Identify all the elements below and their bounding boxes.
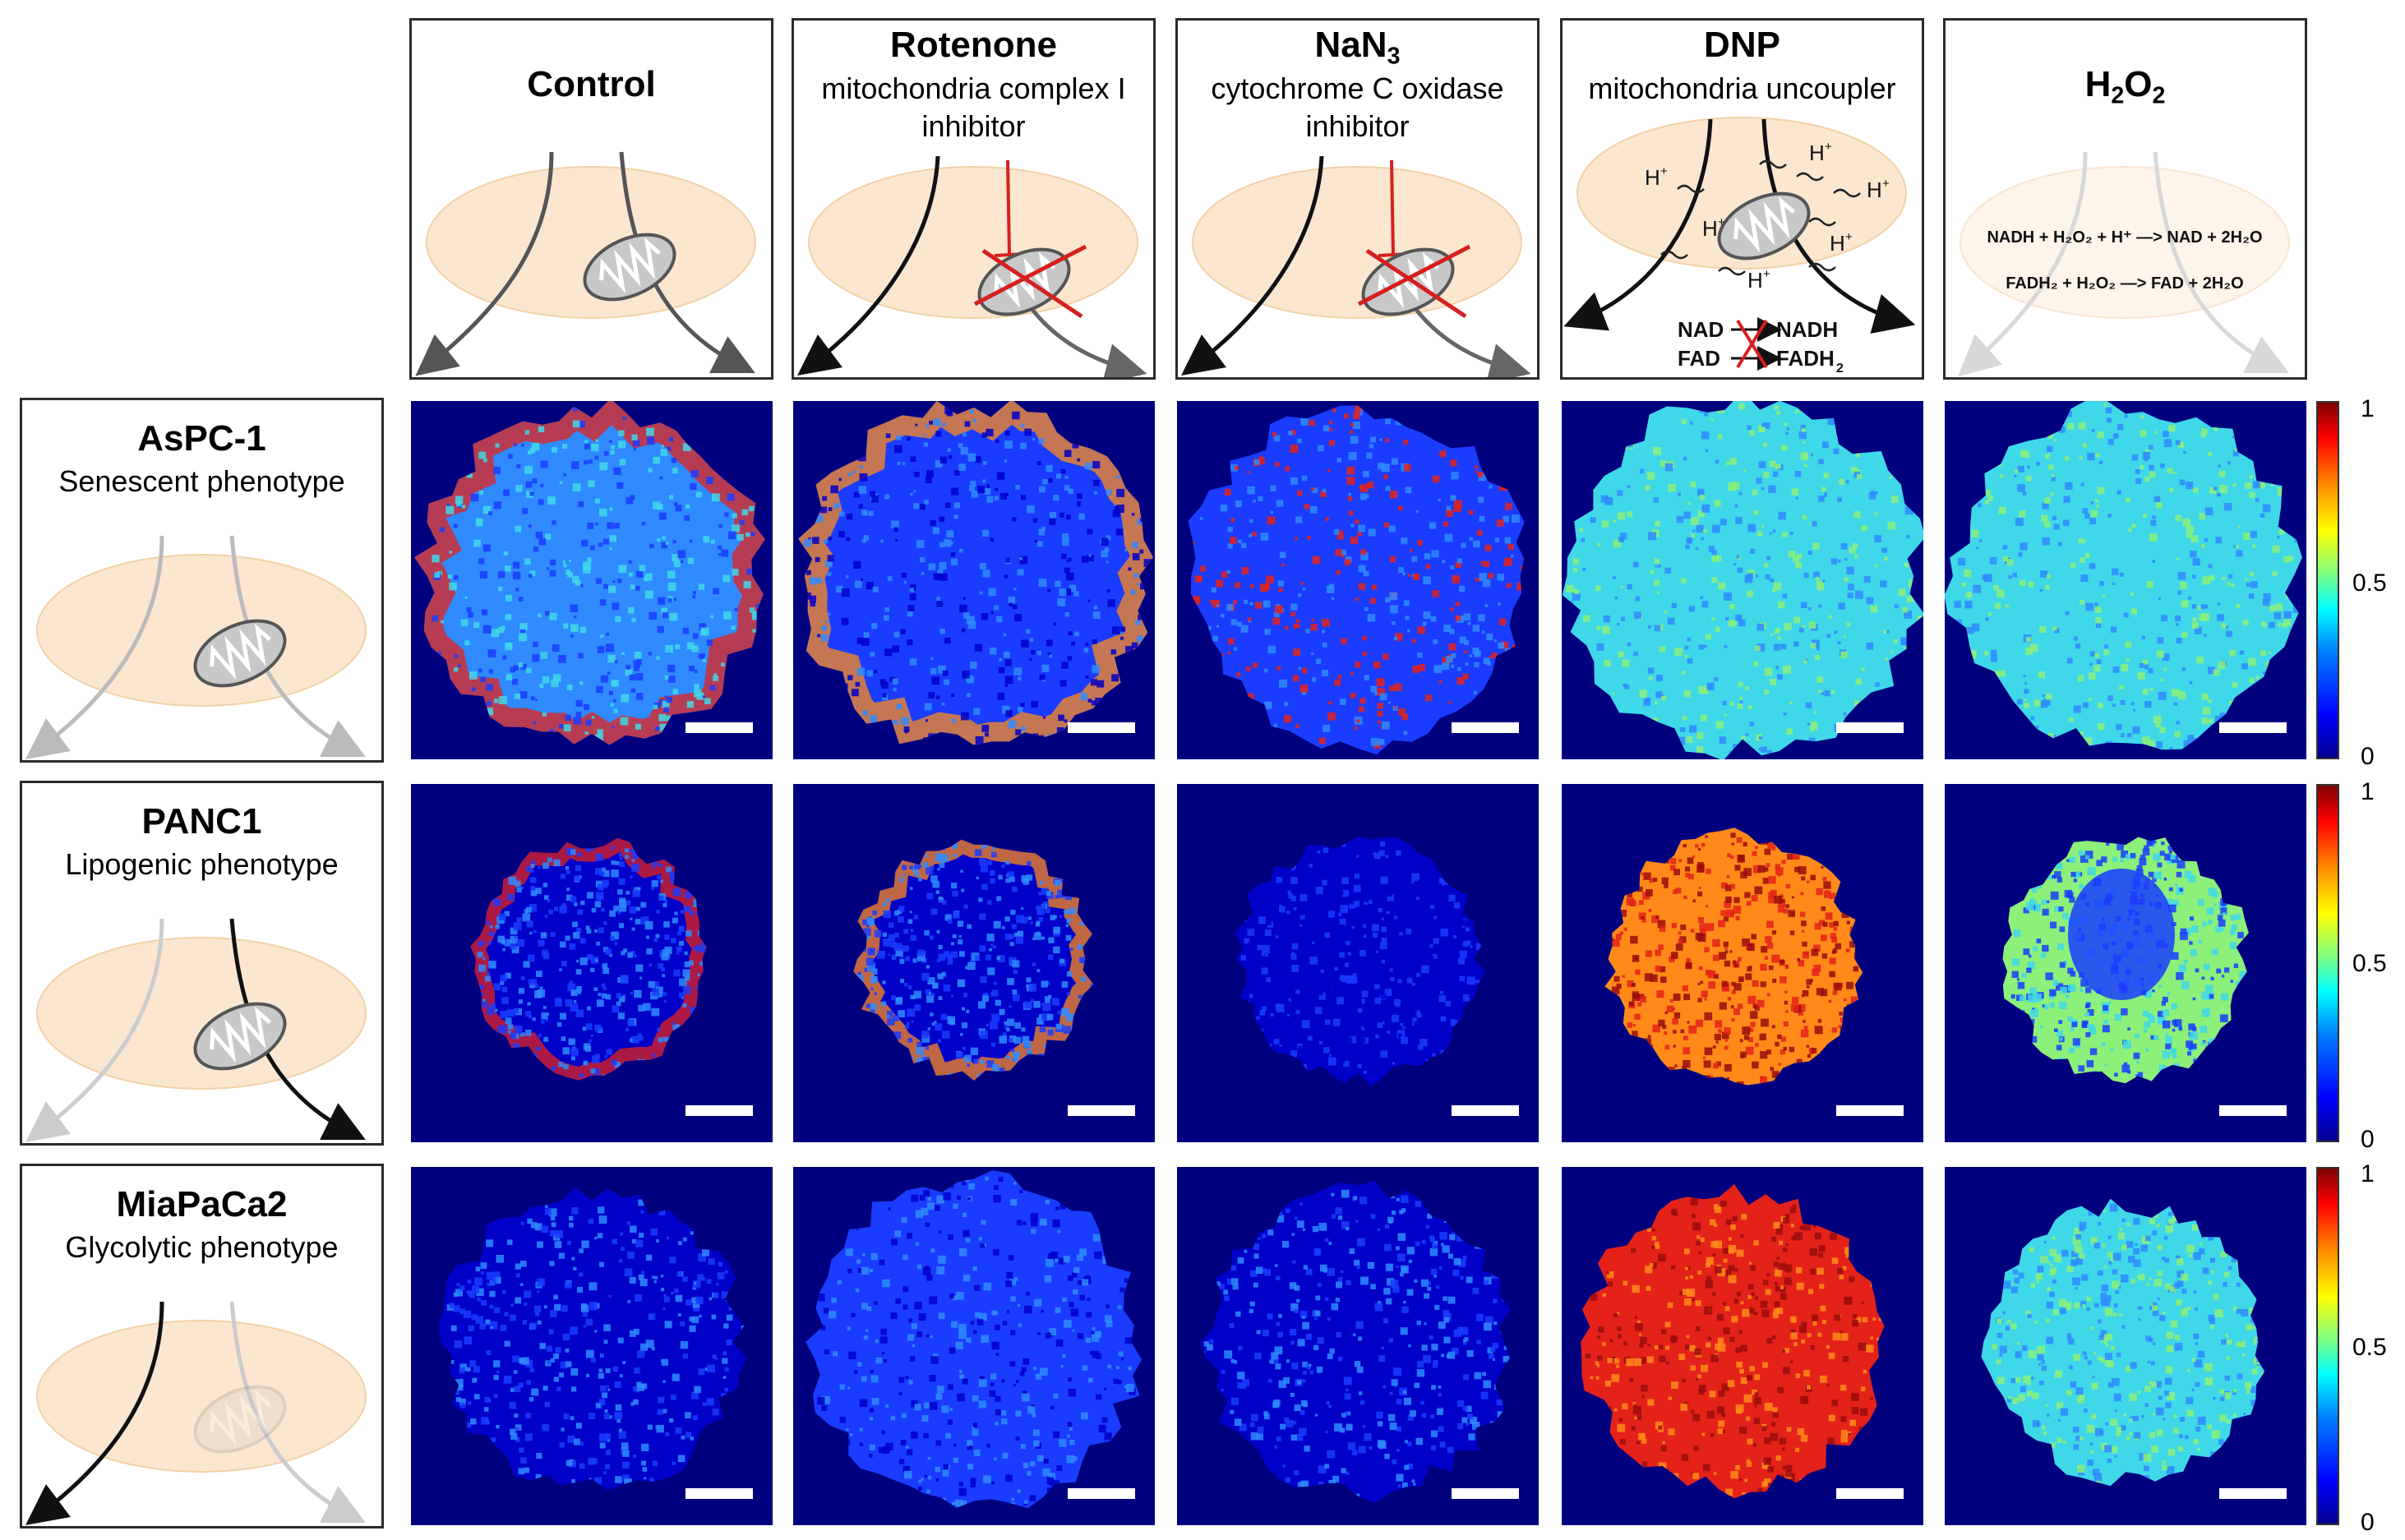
- header-nan3: NaN3 cytochrome C oxidase inhibitor: [1175, 18, 1539, 380]
- header-nan3-title: NaN3: [1314, 25, 1401, 70]
- scale-bar: [2219, 1105, 2287, 1116]
- h2o2-equation-1: NADH + H₂O₂ + H⁺ —> NAD + 2H₂O: [1987, 228, 2262, 247]
- heatmap-miapaca2-rotenone: [793, 1167, 1155, 1525]
- scale-bar: [1068, 1488, 1135, 1499]
- colorbar-panc1-max: 1: [2361, 778, 2375, 805]
- scale-bar: [685, 722, 753, 733]
- control-cell-diagram: [415, 151, 756, 376]
- nadh-label: NADH: [1776, 317, 1838, 342]
- scale-bar: [1068, 722, 1135, 733]
- scale-bar: [1452, 1488, 1519, 1499]
- row-label-aspc1: AsPC-1 Senescent phenotype: [20, 398, 384, 763]
- header-rotenone-title: Rotenone: [890, 25, 1057, 65]
- colorbar-panc1-min: 0: [2361, 1126, 2375, 1153]
- scale-bar: [1836, 1488, 1904, 1499]
- fad-label: FAD: [1678, 346, 1720, 371]
- svg-text:+: +: [1845, 230, 1853, 244]
- colorbar-aspc1: [2316, 401, 2339, 759]
- aspc1-cell-diagram: [25, 535, 367, 760]
- header-control-title: Control: [527, 64, 656, 104]
- nan3-cell-diagram: [1181, 155, 1531, 377]
- proton-label: H: [1809, 141, 1825, 165]
- heatmap-miapaca2-h2o2: [1945, 1167, 2306, 1525]
- colorbar-miapaca2-min: 0: [2361, 1509, 2375, 1536]
- svg-text:+: +: [1763, 267, 1770, 281]
- row-panc1-title: PANC1: [141, 801, 262, 841]
- scale-bar: [1452, 1105, 1519, 1116]
- heatmap-aspc1-dnp: [1562, 401, 1923, 759]
- heatmap-panc1-control: [411, 784, 773, 1142]
- scale-bar: [1068, 1105, 1135, 1116]
- colorbar-miapaca2-max: 1: [2361, 1160, 2375, 1187]
- panc1-cell-diagram: [25, 918, 367, 1143]
- heatmap-panc1-dnp: [1562, 784, 1923, 1142]
- svg-text:2: 2: [1836, 362, 1844, 376]
- heatmap-panc1-rotenone: [793, 784, 1155, 1142]
- header-control: Control: [409, 18, 773, 380]
- scale-bar: [685, 1488, 753, 1499]
- colorbar-aspc1-max: 1: [2361, 395, 2375, 422]
- header-h2o2: H2O2 NADH + H₂O₂ + H⁺ —> NAD + 2H₂O FADH…: [1943, 18, 2307, 380]
- row-aspc1-title: AsPC-1: [137, 418, 266, 459]
- row-miapaca2-subtitle: Glycolytic phenotype: [65, 1230, 339, 1264]
- colorbar-panc1: [2316, 784, 2339, 1142]
- svg-text:+: +: [1660, 164, 1668, 178]
- row-aspc1-subtitle: Senescent phenotype: [58, 464, 345, 498]
- row-miapaca2-title: MiaPaCa2: [116, 1184, 288, 1224]
- scale-bar: [2219, 1488, 2287, 1499]
- scale-bar: [1452, 722, 1519, 733]
- scale-bar: [1836, 722, 1904, 733]
- header-rotenone-subtitle-1: mitochondria complex I: [821, 71, 1126, 105]
- colorbar-aspc1-min: 0: [2361, 743, 2375, 770]
- heatmap-miapaca2-nan3: [1177, 1167, 1539, 1525]
- proton-label: H: [1645, 165, 1660, 190]
- header-dnp-title: DNP: [1704, 25, 1780, 65]
- svg-text:+: +: [1718, 215, 1725, 229]
- proton-label: H: [1867, 178, 1882, 202]
- heatmap-panc1-h2o2: [1945, 784, 2306, 1142]
- colorbar-panc1-mid: 0.5: [2352, 950, 2387, 977]
- heatmap-aspc1-rotenone: [793, 401, 1155, 759]
- colorbar-miapaca2: [2316, 1167, 2339, 1525]
- header-nan3-subtitle-1: cytochrome C oxidase: [1211, 71, 1504, 105]
- row-panc1-subtitle: Lipogenic phenotype: [65, 847, 339, 881]
- fadh-label: FADH: [1776, 346, 1835, 371]
- h2o2-equation-2: FADH₂ + H₂O₂ —> FAD + 2H₂O: [2006, 274, 2244, 293]
- heatmap-aspc1-control: [411, 401, 773, 759]
- header-rotenone: Rotenone mitochondria complex I inhibito…: [792, 18, 1156, 380]
- proton-label: H: [1747, 268, 1763, 293]
- heatmap-miapaca2-dnp: [1562, 1167, 1923, 1525]
- header-rotenone-subtitle-2: inhibitor: [921, 109, 1026, 143]
- dnp-cell-diagram: H H H H H H + + + + + + NAD NADH FAD FAD…: [1563, 117, 1916, 376]
- heatmap-aspc1-nan3: [1177, 401, 1539, 759]
- h2o2-cell-diagram: NADH + H₂O₂ + H⁺ —> NAD + 2H₂O FADH₂ + H…: [1958, 151, 2290, 377]
- scale-bar: [685, 1105, 753, 1116]
- svg-text:+: +: [1882, 177, 1890, 191]
- svg-text:+: +: [1825, 140, 1832, 154]
- nad-label: NAD: [1678, 317, 1724, 342]
- scale-bar: [2219, 722, 2287, 733]
- heatmap-miapaca2-control: [411, 1167, 773, 1525]
- header-dnp: DNP mitochondria uncoupler H H H H H: [1560, 18, 1924, 380]
- proton-label: H: [1702, 216, 1718, 241]
- colorbar-aspc1-mid: 0.5: [2352, 569, 2387, 597]
- proton-label: H: [1830, 231, 1845, 256]
- header-dnp-subtitle-1: mitochondria uncoupler: [1588, 71, 1896, 105]
- colorbar-miapaca2-mid: 0.5: [2352, 1334, 2387, 1361]
- row-label-miapaca2: MiaPaCa2 Glycolytic phenotype: [20, 1164, 384, 1528]
- row-label-panc1: PANC1 Lipogenic phenotype: [20, 781, 384, 1146]
- header-nan3-subtitle-2: inhibitor: [1305, 109, 1410, 143]
- miapaca2-cell-diagram: [25, 1301, 367, 1526]
- heatmap-panc1-nan3: [1177, 784, 1539, 1142]
- rotenone-cell-diagram: [797, 155, 1147, 377]
- header-h2o2-title: H2O2: [2084, 64, 2166, 109]
- heatmap-aspc1-h2o2: [1945, 401, 2306, 759]
- scale-bar: [1836, 1105, 1904, 1116]
